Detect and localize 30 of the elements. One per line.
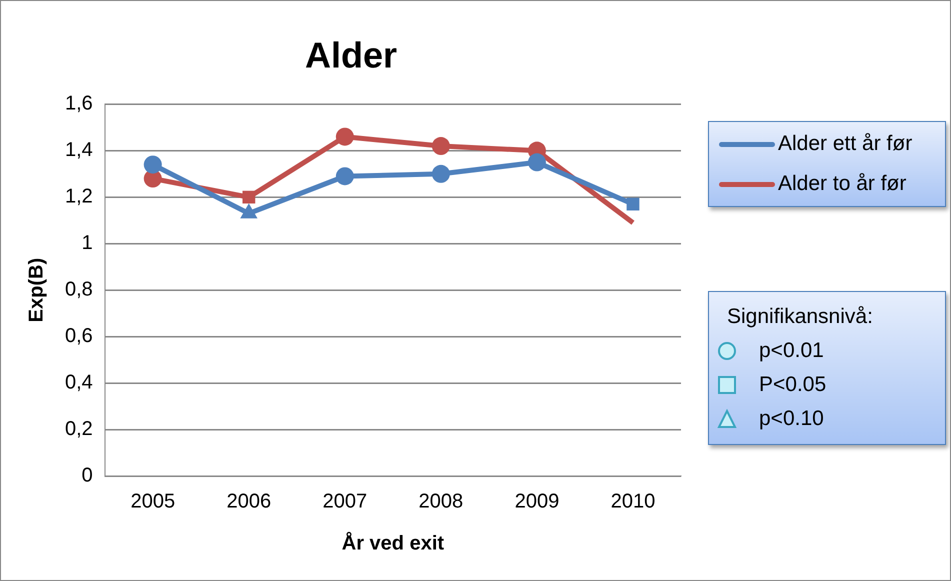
y-tick-label: 0 <box>82 464 93 487</box>
text: P<0.05 <box>759 373 826 397</box>
chart-title: Alder <box>304 34 398 76</box>
point <box>432 137 450 156</box>
y-tick-label: 1 <box>82 232 93 254</box>
x-tick-label: 2009 <box>514 490 560 513</box>
point <box>336 167 354 186</box>
y-tick-label: 1,2 <box>64 186 93 208</box>
y-tick-label: 1,6 <box>64 92 93 115</box>
x-tick-label: 2008 <box>418 490 464 513</box>
x-tick-label: 2007 <box>322 490 368 513</box>
point <box>528 153 546 172</box>
text: p<0.01 <box>759 339 824 363</box>
y-tick-label: 1,4 <box>64 139 93 162</box>
y-tick-label: 0,4 <box>64 372 93 394</box>
point <box>144 156 162 174</box>
point <box>432 164 450 183</box>
y-tick-label: 0,2 <box>64 418 93 440</box>
legend-label: Alder to år før <box>778 172 906 196</box>
x-axis-title: År ved exit <box>342 532 444 555</box>
y-axis-title: Exp(B) <box>26 258 48 322</box>
text: Signifikansnivå: <box>727 305 873 329</box>
x-tick-label: 2010 <box>610 490 656 513</box>
x-tick-label: 2005 <box>130 490 176 513</box>
y-tick-label: 0,6 <box>64 325 93 348</box>
legend-label: Alder ett år før <box>778 132 912 156</box>
point <box>336 128 354 146</box>
x-tick-label: 2006 <box>226 490 272 513</box>
text: p<0.10 <box>759 407 824 431</box>
y-tick-label: 0,8 <box>64 278 93 301</box>
